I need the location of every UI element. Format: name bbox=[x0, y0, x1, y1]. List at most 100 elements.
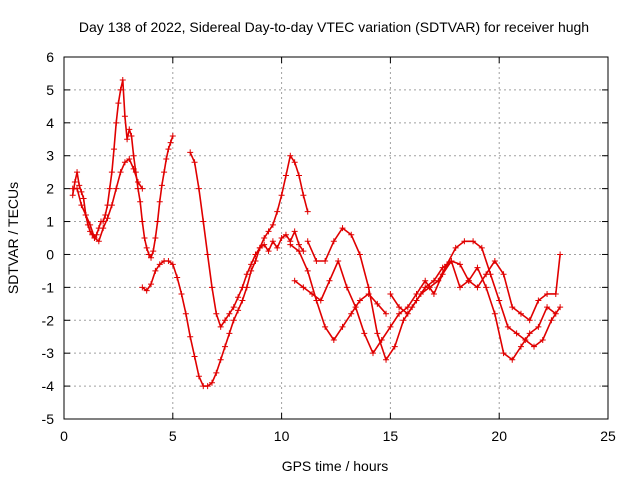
data-point bbox=[261, 241, 268, 248]
data-point bbox=[387, 323, 394, 330]
x-tick-label: 15 bbox=[383, 428, 399, 444]
data-point bbox=[265, 228, 272, 235]
plot-area bbox=[69, 77, 564, 390]
data-point bbox=[300, 284, 307, 291]
data-point bbox=[174, 274, 181, 281]
data-point bbox=[156, 198, 163, 205]
data-point bbox=[195, 373, 202, 380]
y-tick-label: 0 bbox=[46, 246, 54, 262]
data-point bbox=[248, 261, 255, 268]
data-point bbox=[152, 267, 159, 274]
data-point bbox=[517, 310, 524, 317]
data-point bbox=[457, 284, 464, 291]
data-point bbox=[117, 169, 124, 176]
y-tick-label: 1 bbox=[46, 214, 54, 230]
data-point bbox=[330, 238, 337, 245]
data-point bbox=[187, 333, 194, 340]
data-point bbox=[137, 198, 144, 205]
data-point bbox=[517, 343, 524, 350]
data-point bbox=[165, 146, 172, 153]
data-point bbox=[526, 330, 533, 337]
data-point bbox=[278, 192, 285, 199]
data-point bbox=[121, 159, 128, 166]
data-point bbox=[93, 231, 100, 238]
data-point bbox=[100, 218, 107, 225]
data-point bbox=[322, 258, 329, 265]
data-point bbox=[461, 238, 468, 245]
series-track-3 bbox=[139, 152, 311, 390]
x-tick-label: 5 bbox=[169, 428, 177, 444]
data-point bbox=[544, 304, 551, 311]
data-point bbox=[313, 258, 320, 265]
data-point bbox=[504, 323, 511, 330]
data-point bbox=[287, 152, 294, 159]
y-tick-label: -4 bbox=[42, 378, 55, 394]
data-point bbox=[222, 317, 229, 324]
data-point bbox=[217, 323, 224, 330]
data-point bbox=[178, 290, 185, 297]
x-tick-label: 20 bbox=[491, 428, 507, 444]
data-point bbox=[491, 258, 498, 265]
data-point bbox=[256, 244, 263, 251]
series-track-4 bbox=[187, 149, 307, 330]
series-track-5 bbox=[287, 241, 390, 344]
data-point bbox=[544, 290, 551, 297]
data-point bbox=[552, 290, 559, 297]
data-point bbox=[187, 149, 194, 156]
data-point bbox=[104, 215, 111, 222]
data-point bbox=[378, 337, 385, 344]
data-point bbox=[291, 228, 298, 235]
data-point bbox=[470, 238, 477, 245]
data-point bbox=[500, 271, 507, 278]
data-point bbox=[130, 152, 137, 159]
data-point bbox=[322, 323, 329, 330]
data-point bbox=[102, 211, 109, 218]
data-point bbox=[422, 277, 429, 284]
y-tick-label: 3 bbox=[46, 148, 54, 164]
data-point bbox=[513, 330, 520, 337]
data-point bbox=[400, 317, 407, 324]
data-point bbox=[457, 261, 464, 268]
data-point bbox=[167, 139, 174, 146]
data-point bbox=[474, 264, 481, 271]
data-point bbox=[430, 290, 437, 297]
y-tick-label: 4 bbox=[46, 115, 54, 131]
data-point bbox=[208, 284, 215, 291]
data-point bbox=[108, 202, 115, 209]
y-tick-label: -5 bbox=[42, 411, 55, 427]
data-point bbox=[182, 310, 189, 317]
data-point bbox=[535, 323, 542, 330]
data-point bbox=[557, 304, 564, 311]
data-point bbox=[71, 179, 78, 186]
data-point bbox=[304, 267, 311, 274]
data-point bbox=[121, 113, 128, 120]
data-point bbox=[335, 258, 342, 265]
data-point bbox=[491, 310, 498, 317]
data-point bbox=[396, 304, 403, 311]
data-point bbox=[374, 300, 381, 307]
data-point bbox=[296, 248, 303, 255]
series-line bbox=[141, 154, 309, 387]
data-point bbox=[483, 271, 490, 278]
data-point bbox=[76, 182, 83, 189]
data-point bbox=[226, 330, 233, 337]
chart-title: Day 138 of 2022, Sidereal Day-to-day VTE… bbox=[79, 19, 589, 35]
data-point bbox=[139, 284, 146, 291]
data-point bbox=[509, 356, 516, 363]
data-point bbox=[274, 244, 281, 251]
y-tick-label: -2 bbox=[42, 312, 55, 328]
series-track-1 bbox=[69, 77, 176, 261]
data-point bbox=[309, 290, 316, 297]
data-point bbox=[226, 310, 233, 317]
data-point bbox=[422, 284, 429, 291]
data-point bbox=[204, 383, 211, 390]
data-point bbox=[465, 277, 472, 284]
data-point bbox=[165, 258, 172, 265]
data-point bbox=[191, 353, 198, 360]
data-point bbox=[239, 297, 246, 304]
data-point bbox=[126, 156, 133, 163]
data-point bbox=[139, 218, 146, 225]
data-point bbox=[150, 248, 157, 255]
data-point bbox=[396, 310, 403, 317]
data-point bbox=[535, 297, 542, 304]
